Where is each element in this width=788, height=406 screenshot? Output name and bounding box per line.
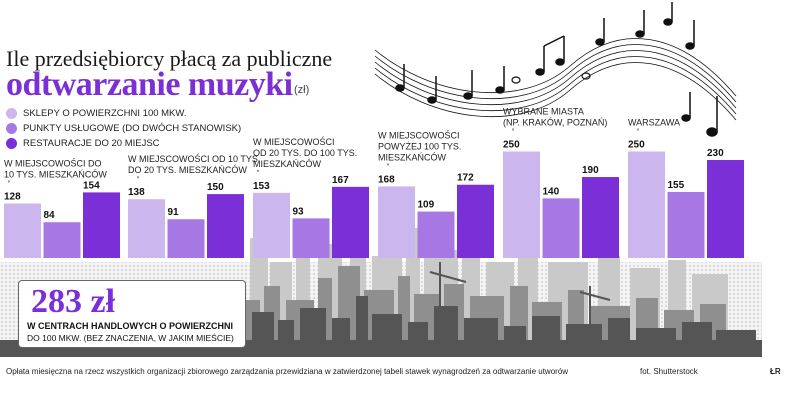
bar-value-label: 150 (207, 182, 224, 193)
bar-value-label: 168 (378, 174, 395, 185)
bar (207, 194, 244, 258)
highlight-stat-label-line-1: W CENTRACH HANDLOWYCH O POWIERZCHNI (27, 321, 233, 331)
highlight-stat-label-line-2: DO 100 MKW. (BEZ ZNACZENIA, W JAKIM MIEŚ… (27, 333, 234, 343)
category-label: W MIEJSCOWOŚCI OD 20 TYS. DO 100 TYS. MIES… (253, 136, 357, 169)
bar (542, 198, 580, 258)
bar (292, 218, 330, 258)
category-label: WYBRANE MIASTA (NP. KRAKÓW, POZNAŃ) (503, 107, 607, 128)
bar (628, 151, 665, 258)
legend: SKLEPY O POWIERZCHNI 100 MKW. PUNKTY USŁ… (6, 106, 241, 151)
bar-value-label: 154 (83, 180, 100, 191)
footnote: Opłata miesięczna na rzecz wszystkich or… (6, 367, 569, 376)
category-label: W MIEJSCOWOŚCI OD 10 TYS. DO 20 TYS. MIES… (128, 153, 260, 175)
legend-label: SKLEPY O POWIERZCHNI 100 MKW. (23, 108, 187, 119)
bar (707, 160, 744, 258)
bar-value-label: 172 (457, 173, 474, 184)
legend-label: PUNKTY USŁUGOWE (DO DWÓCH STANOWISK) (23, 123, 242, 134)
bar-value-label: 167 (332, 175, 349, 186)
category-label: WARSZAWA (628, 118, 680, 128)
bar (4, 203, 41, 258)
bar (43, 222, 81, 258)
photo-credit: fot. Shutterstock (640, 367, 698, 376)
legend-item: SKLEPY O POWIERZCHNI 100 MKW. (6, 106, 241, 121)
highlight-stat-box: 283 zł W CENTRACH HANDLOWYCH O POWIERZCH… (18, 280, 246, 348)
bar (253, 192, 290, 258)
bar (417, 211, 455, 258)
bar (167, 219, 205, 258)
legend-swatch (6, 123, 17, 134)
chart-title-line-1: Ile przedsiębiorcy płacą za publiczne (6, 46, 333, 71)
bar-value-label: 109 (418, 200, 435, 211)
legend-swatch (6, 108, 17, 119)
legend-item: RESTAURACJE DO 20 MIEJSC (6, 136, 241, 151)
legend-item: PUNKTY USŁUGOWE (DO DWÓCH STANOWISK) (6, 121, 241, 136)
unit-label: (zł) (294, 84, 310, 96)
bar-value-label: 230 (707, 148, 724, 159)
bar-value-label: 128 (4, 191, 21, 202)
bar-value-label: 155 (668, 180, 685, 191)
bar (582, 177, 619, 258)
bar-value-label: 190 (582, 165, 599, 176)
highlight-stat-value: 283 zł (31, 283, 116, 320)
legend-label: RESTAURACJE DO 20 MIEJSC (23, 138, 160, 149)
publisher-logo: ŁR (770, 367, 781, 376)
bar-value-label: 93 (293, 206, 305, 217)
bar (128, 199, 165, 258)
bar-value-label: 250 (503, 140, 520, 151)
bar (332, 186, 369, 258)
bar (503, 151, 540, 258)
bar-value-label: 153 (253, 181, 270, 192)
bar (83, 192, 120, 258)
bar-value-label: 140 (543, 186, 560, 197)
bar-value-label: 91 (168, 207, 180, 218)
category-label: W MIEJSCOWOŚCI DO 10 TYS. MIESZKAŃCÓW (4, 157, 107, 179)
bar-value-label: 138 (128, 187, 145, 198)
chart-title-line-2: odtwarzanie muzyki (6, 66, 293, 103)
bar (378, 186, 415, 258)
bar-value-label: 250 (628, 140, 645, 151)
bar (667, 191, 705, 258)
bar-value-label: 84 (44, 210, 56, 221)
category-label: W MIEJSCOWOŚCI POWYŻEJ 100 TYS. MIESZKAŃCÓ… (378, 129, 461, 162)
legend-swatch (6, 138, 17, 149)
bar (457, 184, 494, 258)
